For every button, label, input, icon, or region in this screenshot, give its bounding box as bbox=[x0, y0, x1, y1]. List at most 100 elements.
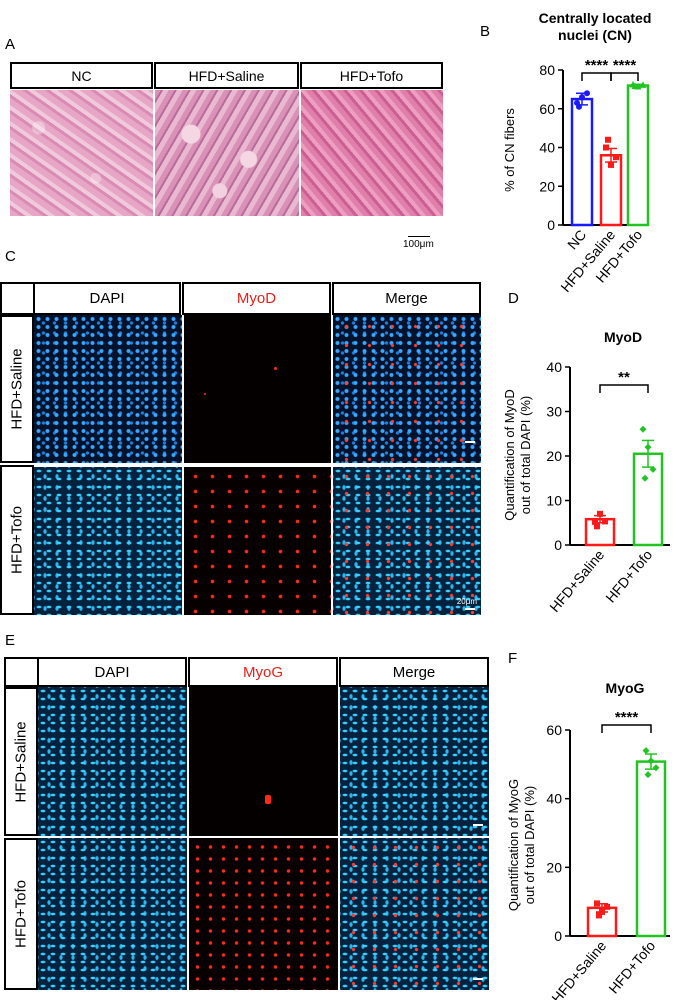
panel-label-b: B bbox=[480, 23, 491, 40]
y-tick-label: 40 bbox=[546, 791, 562, 807]
header-c-merge: Merge bbox=[332, 282, 481, 315]
c-myod-saline-dot bbox=[274, 367, 277, 370]
data-point bbox=[644, 771, 652, 779]
x-tick-label: HFD+Saline bbox=[546, 546, 607, 615]
header-c-dapi: DAPI bbox=[33, 282, 181, 315]
data-point bbox=[576, 103, 582, 110]
data-point bbox=[603, 144, 609, 151]
data-point bbox=[592, 518, 598, 525]
chart-b-yticks: 0 20 40 60 80 bbox=[539, 62, 563, 233]
data-point bbox=[608, 161, 614, 168]
data-point bbox=[597, 510, 603, 517]
significance-bracket bbox=[610, 72, 639, 81]
c-myod-saline-dot bbox=[204, 393, 206, 395]
bar-HFD+Tofo bbox=[635, 760, 667, 938]
row-label-c-tofo: HFD+Tofo bbox=[0, 465, 34, 615]
data-point bbox=[596, 912, 602, 919]
header-nc: NC bbox=[10, 62, 153, 89]
chart-b-title-line2: nuclei (CN) bbox=[558, 27, 632, 43]
y-tick-label: 80 bbox=[539, 62, 555, 78]
data-point bbox=[631, 82, 639, 90]
data-point bbox=[604, 903, 610, 910]
y-tick-label: 40 bbox=[546, 359, 562, 375]
bar-HFD+Tofo bbox=[626, 84, 650, 227]
panel-label-d: D bbox=[508, 290, 519, 307]
y-tick-label: 20 bbox=[539, 178, 555, 194]
row-label-c-saline: HFD+Saline bbox=[0, 315, 34, 463]
c-merge-tofo: 20μm bbox=[333, 467, 481, 615]
c-myod-saline bbox=[184, 315, 331, 463]
header-c-myod: MyoD bbox=[182, 282, 331, 315]
data-point bbox=[642, 747, 650, 755]
significance-label: ** bbox=[618, 369, 630, 386]
panel-label-e: E bbox=[5, 632, 16, 649]
e-dapi-saline bbox=[38, 687, 187, 836]
header-e-dapi: DAPI bbox=[37, 657, 187, 687]
c-scale-bar-2 bbox=[465, 608, 475, 610]
data-point bbox=[613, 154, 619, 161]
data-point bbox=[602, 518, 608, 525]
significance-label: **** bbox=[615, 709, 639, 726]
x-tick-label: NC bbox=[564, 227, 589, 253]
data-point bbox=[647, 757, 655, 765]
c-dapi-tofo bbox=[34, 467, 182, 615]
e-scale-bar-1 bbox=[473, 824, 483, 826]
x-tick-label: HFD+Tofo bbox=[602, 546, 655, 605]
header-e-myog: MyoG bbox=[188, 657, 338, 687]
data-point bbox=[594, 900, 600, 907]
e-merge-saline bbox=[340, 687, 489, 836]
chart-d: MyoD Quantification of MyoD out of total… bbox=[502, 329, 670, 615]
panel-label-f: F bbox=[508, 650, 518, 667]
he-image-nc bbox=[10, 90, 153, 216]
significance-bracket bbox=[601, 724, 652, 733]
c-myod-tofo bbox=[184, 467, 331, 615]
y-tick-label: 60 bbox=[546, 722, 562, 738]
y-tick-label: 0 bbox=[547, 217, 555, 233]
he-image-hfd-tofo bbox=[301, 90, 443, 216]
chart-f-yticks: 0 20 40 60 bbox=[546, 722, 570, 944]
row-label-e-saline: HFD+Saline bbox=[4, 687, 38, 836]
chart-f-ylabel-line2: out of total DAPI (%) bbox=[522, 786, 537, 905]
x-tick-label: HFD+Tofo bbox=[605, 937, 658, 996]
data-point bbox=[652, 764, 660, 772]
y-tick-label: 20 bbox=[546, 859, 562, 875]
data-point bbox=[605, 136, 611, 143]
chart-f-ylabel-line1: Quantification of MyoG bbox=[506, 779, 521, 911]
chart-f: MyoG Quantification of MyoG out of total… bbox=[506, 680, 670, 1000]
bar-NC bbox=[570, 97, 594, 227]
c-merge-saline bbox=[333, 315, 481, 463]
data-point bbox=[599, 908, 605, 915]
scale-bar-a bbox=[408, 236, 430, 237]
data-point bbox=[579, 94, 585, 101]
row-label-e-tofo-text: HFD+Tofo bbox=[12, 880, 30, 948]
y-tick-label: 0 bbox=[554, 928, 562, 944]
c-dapi-saline bbox=[34, 315, 182, 463]
data-point bbox=[641, 474, 649, 482]
data-point bbox=[644, 443, 652, 451]
e-merge-tofo bbox=[340, 838, 489, 990]
data-point bbox=[639, 425, 647, 433]
x-tick-label: HFD+Saline bbox=[548, 937, 609, 1000]
header-e-merge: Merge bbox=[339, 657, 489, 687]
e-dapi-tofo bbox=[38, 838, 187, 990]
c-scale-bar-label: 20μm bbox=[456, 597, 477, 606]
row-label-c-tofo-text: HFD+Tofo bbox=[8, 506, 26, 574]
chart-f-title: MyoG bbox=[606, 680, 645, 696]
row-label-c-saline-text: HFD+Saline bbox=[8, 348, 26, 430]
panel-label-c: C bbox=[5, 248, 16, 265]
e-myog-tofo bbox=[189, 838, 338, 990]
y-tick-label: 10 bbox=[546, 493, 562, 509]
scale-bar-a-label: 100μm bbox=[403, 239, 434, 250]
chart-d-ylabel-line2: out of total DAPI (%) bbox=[518, 396, 533, 515]
e-scale-bar-2 bbox=[473, 978, 483, 980]
y-tick-label: 60 bbox=[539, 101, 555, 117]
he-image-hfd-saline bbox=[155, 90, 299, 216]
data-point bbox=[639, 81, 647, 88]
e-myog-saline-dot bbox=[265, 795, 271, 804]
y-tick-label: 0 bbox=[554, 537, 562, 553]
header-hfd-saline: HFD+Saline bbox=[154, 62, 299, 89]
data-point bbox=[584, 90, 590, 97]
